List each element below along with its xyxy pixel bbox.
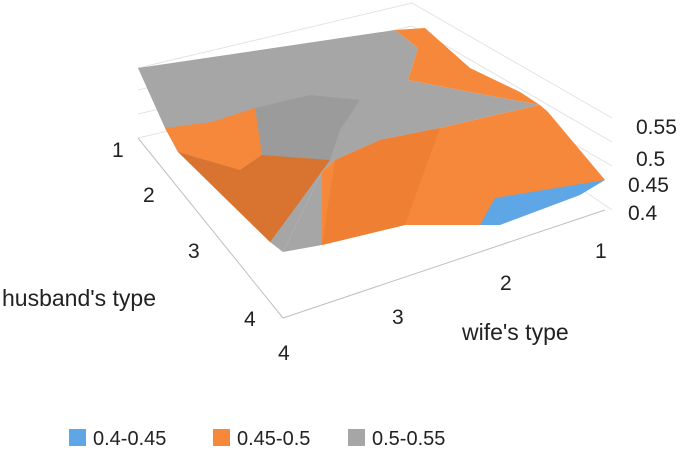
- gridline-z-055-side: [411, 2, 613, 119]
- y-tick-label: 4: [244, 308, 256, 331]
- husband-axis-line: [137, 137, 284, 319]
- y-axis-title: husband's type: [2, 285, 156, 311]
- x-tick-label: 1: [595, 240, 607, 263]
- z-tick-label: 0.45: [628, 174, 669, 197]
- surface-region-orange-leftedge: [165, 108, 262, 170]
- surface-region-blue: [480, 180, 605, 225]
- gridline-z-055: [137, 2, 413, 69]
- legend-swatch-04-045: [69, 429, 86, 446]
- surface: [138, 28, 605, 252]
- z-tick-label: 0.4: [628, 202, 658, 225]
- x-tick-label: 2: [500, 272, 512, 295]
- legend-swatch-05-055: [348, 429, 365, 446]
- x-axis-title: wife's type: [461, 319, 569, 345]
- surface-region-gray-front: [283, 172, 322, 252]
- surface-region-orange-dark: [178, 152, 330, 242]
- wife-axis-line: [282, 209, 606, 319]
- legend-label-04-045: 0.4-0.45: [93, 428, 166, 450]
- x-tick-label: 4: [278, 342, 290, 365]
- surface-region-orange-shade: [322, 128, 440, 245]
- surface-region-gray-shade: [255, 95, 360, 160]
- legend: 0.4-0.45 0.45-0.5 0.5-0.55: [69, 428, 445, 450]
- legend-label-045-05: 0.45-0.5: [237, 428, 310, 450]
- y-tick-label: 3: [188, 240, 200, 263]
- legend-label-05-055: 0.5-0.55: [372, 428, 445, 450]
- wife-axis: 1 2 3 4 wife's type: [278, 209, 607, 365]
- y-tick-label: 1: [112, 139, 124, 162]
- value-axis: 0.55 0.5 0.45 0.4: [628, 116, 677, 225]
- y-tick-label: 2: [143, 184, 155, 207]
- surface-region-orange-backright: [395, 28, 540, 105]
- x-tick-label: 3: [392, 306, 404, 329]
- z-tick-label: 0.5: [636, 148, 665, 171]
- legend-swatch-045-05: [213, 429, 230, 446]
- z-tick-label: 0.55: [636, 116, 677, 139]
- husband-axis: 1 2 3 4 husband's type: [2, 137, 284, 331]
- gridline-z-05-side: [411, 25, 613, 143]
